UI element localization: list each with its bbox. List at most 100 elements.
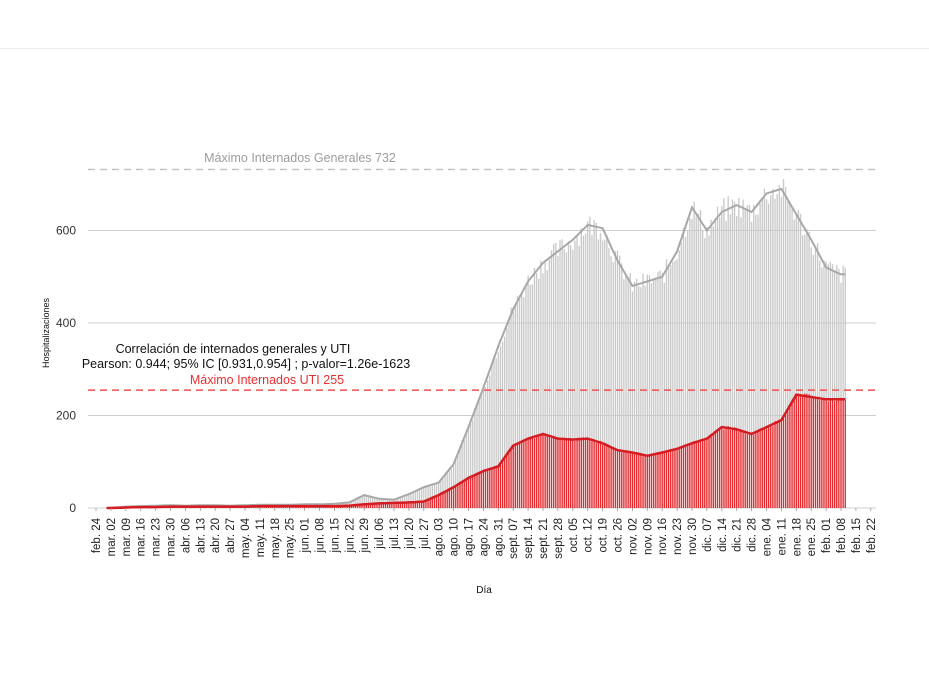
bar-uti [674, 450, 676, 508]
bar-generales [716, 206, 719, 508]
bar-uti [463, 481, 465, 508]
bar-generales [789, 201, 791, 508]
bar-uti [610, 447, 612, 508]
bar-generales [423, 487, 425, 508]
bar-uti [361, 504, 363, 508]
bar-generales [523, 297, 525, 508]
bar-uti [512, 444, 514, 508]
bar-generales [684, 237, 687, 508]
bar-generales [476, 403, 478, 508]
max-generales-label: Máximo Internados Generales 732 [204, 151, 396, 165]
bar-uti [508, 451, 510, 508]
bar-generales [595, 222, 597, 508]
bar-uti [408, 502, 410, 508]
bar-uti [614, 448, 617, 508]
bar-generales [708, 235, 710, 508]
bar-generales [455, 458, 457, 508]
bar-generales [369, 496, 372, 508]
bar-generales [680, 242, 683, 509]
x-tick-label: nov. 02 [627, 518, 639, 555]
bar-uti [721, 426, 723, 508]
bar-uti [567, 438, 570, 508]
bar-uti [684, 446, 687, 508]
bar-generales [635, 278, 638, 508]
bar-uti [446, 490, 448, 508]
bar-uti [836, 400, 838, 508]
bar-generales [461, 440, 463, 508]
bar-uti [552, 436, 555, 508]
x-tick-label: mar. 09 [121, 518, 133, 556]
bar-uti [753, 434, 755, 508]
bar-generales [612, 262, 614, 508]
bar-uti [382, 503, 385, 508]
bar-generales [576, 235, 578, 509]
bar-generales [616, 250, 619, 509]
bar-uti [827, 401, 829, 508]
bar-generales [695, 216, 697, 508]
bar-uti [578, 437, 580, 508]
x-tick-label: ene. 04 [762, 517, 774, 556]
bar-uti [650, 454, 653, 508]
bar-generales [723, 198, 725, 508]
x-tick-label: mar. 30 [166, 518, 178, 556]
y-tick-labels: 0 200 400 600 [56, 224, 76, 516]
bar-uti [693, 441, 695, 508]
bar-uti [680, 448, 683, 508]
bar-generales [770, 195, 772, 508]
bar-generales [782, 179, 785, 508]
bar-generales [518, 295, 521, 508]
bar-uti [476, 474, 478, 508]
bar-generales [765, 199, 768, 508]
bar-generales [682, 227, 685, 509]
bar-uti [412, 502, 414, 508]
bar-generales [693, 201, 695, 508]
bar-uti [840, 397, 842, 508]
bar-generales [469, 420, 472, 508]
x-tick-label: oct. 05 [568, 518, 580, 553]
bar-uti [580, 439, 582, 508]
bar-generales [736, 216, 738, 508]
bar-generales [359, 497, 361, 508]
bar-generales [691, 218, 693, 508]
bar-generales [412, 491, 414, 508]
x-tick-label: abr. 06 [180, 518, 192, 553]
bar-uti [365, 504, 367, 508]
bar-generales [593, 220, 595, 509]
bar-generales [663, 282, 665, 508]
bar-generales [608, 247, 610, 509]
bar-uti [833, 401, 836, 508]
bar-generales [527, 275, 529, 508]
bar-generales [659, 270, 661, 508]
bar-uti [452, 487, 455, 508]
bar-uti [514, 445, 516, 508]
bar-uti [572, 439, 574, 508]
bar-generales [823, 260, 825, 508]
x-tick-label: dic. 28 [747, 518, 759, 552]
bar-uti [378, 503, 380, 508]
bar-uti [631, 453, 634, 508]
bar-generales [821, 267, 823, 508]
bar-generales [480, 392, 482, 508]
bar-uti [357, 504, 359, 508]
bar-generales [661, 272, 663, 508]
bar-uti [574, 440, 576, 508]
bar-generales [701, 230, 704, 508]
bar-uti [597, 442, 600, 508]
bar-generales [706, 227, 708, 508]
bar-uti [740, 429, 742, 508]
bar-uti [386, 503, 389, 508]
bar-generales [819, 260, 821, 508]
bar-generales [486, 380, 489, 508]
bar-generales [367, 496, 370, 508]
bar-generales [427, 486, 429, 508]
bar-uti [714, 431, 717, 508]
bar-uti [829, 399, 832, 508]
bar-uti [393, 502, 395, 508]
bar-generales [704, 238, 706, 508]
bar-uti [461, 481, 463, 508]
bar-uti [763, 428, 766, 508]
bar-generales [827, 264, 829, 508]
bar-generales [627, 277, 629, 508]
bar-uti [548, 435, 551, 508]
x-tick-label: abr. 13 [195, 518, 207, 553]
